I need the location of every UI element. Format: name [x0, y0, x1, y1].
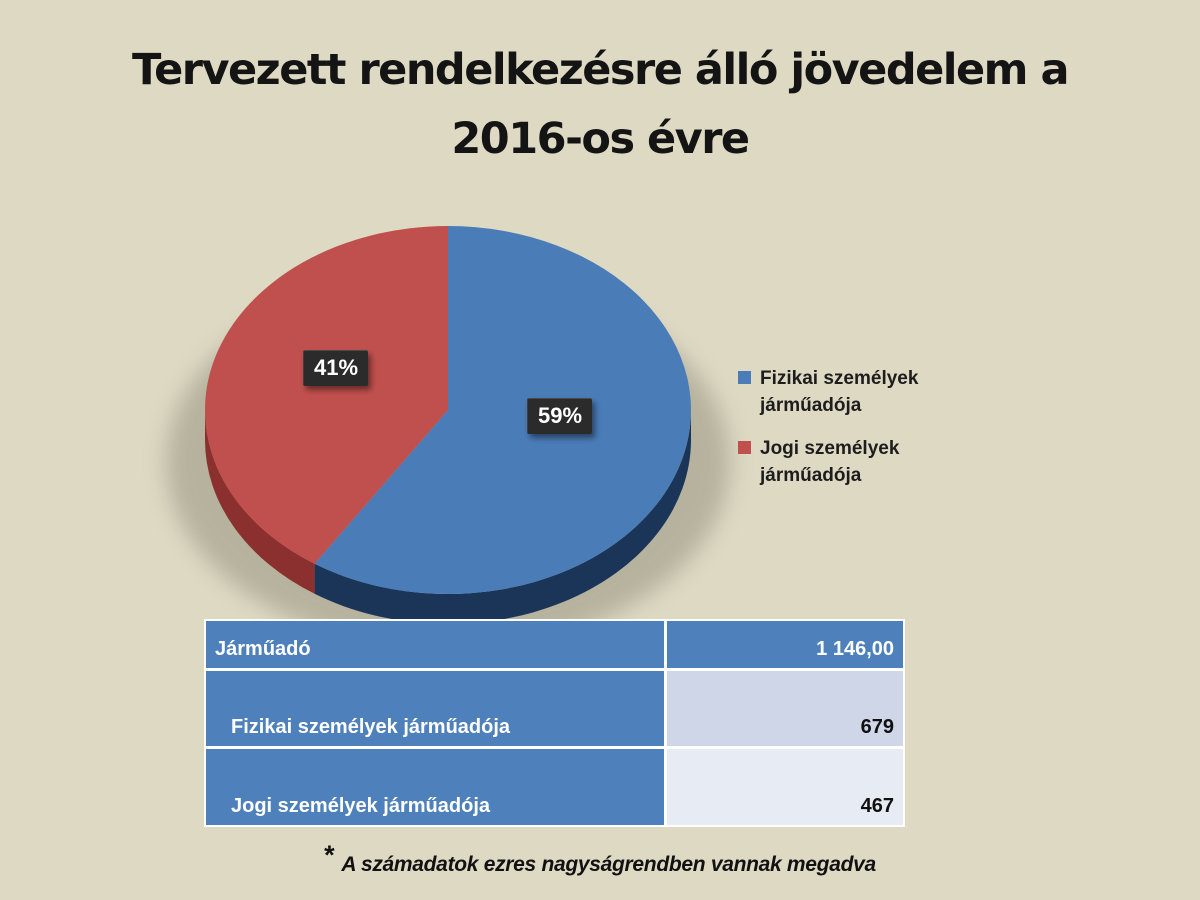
- legend-swatch-red-icon: [738, 441, 751, 455]
- legend-item-fizikai: Fizikai személyek járműadója: [738, 366, 953, 419]
- table-header-label-cell: Járműadó: [206, 621, 664, 668]
- footnote-text: A számadatok ezres nagyságrendben vannak…: [341, 853, 876, 876]
- pie-percent-label-jogi: 41%: [303, 350, 369, 386]
- legend-swatch-blue-icon: [738, 371, 751, 384]
- page-title-line2: 2016-os évre: [451, 113, 750, 164]
- page-title: Tervezett rendelkezésre álló jövedelem a…: [0, 36, 1200, 174]
- table-header-value-cell: 1 146,00: [667, 621, 903, 668]
- data-table: Járműadó 1 146,00 Fizikai személyek járm…: [204, 619, 905, 827]
- table-row-label-cell-fizikai: Fizikai személyek járműadója: [206, 671, 664, 746]
- table-row-label-cell-jogi: Jogi személyek járműadója: [206, 749, 664, 825]
- legend-label-jogi: Jogi személyek járműadója: [760, 438, 900, 486]
- legend-label-fizikai: Fizikai személyek járműadója: [760, 368, 919, 416]
- chart-legend: Fizikai személyek járműadója Jogi személ…: [738, 366, 953, 506]
- legend-item-jogi: Jogi személyek járműadója: [738, 436, 953, 489]
- table-row-value-cell-jogi: 467: [667, 749, 903, 825]
- page-title-line1: Tervezett rendelkezésre álló jövedelem a: [132, 45, 1069, 95]
- footnote: * A számadatok ezres nagyságrendben vanna…: [0, 840, 1200, 877]
- table-row-value-cell-fizikai: 679: [667, 671, 903, 746]
- pie-percent-label-fizikai: 59%: [527, 398, 593, 434]
- footnote-asterisk: *: [324, 840, 335, 870]
